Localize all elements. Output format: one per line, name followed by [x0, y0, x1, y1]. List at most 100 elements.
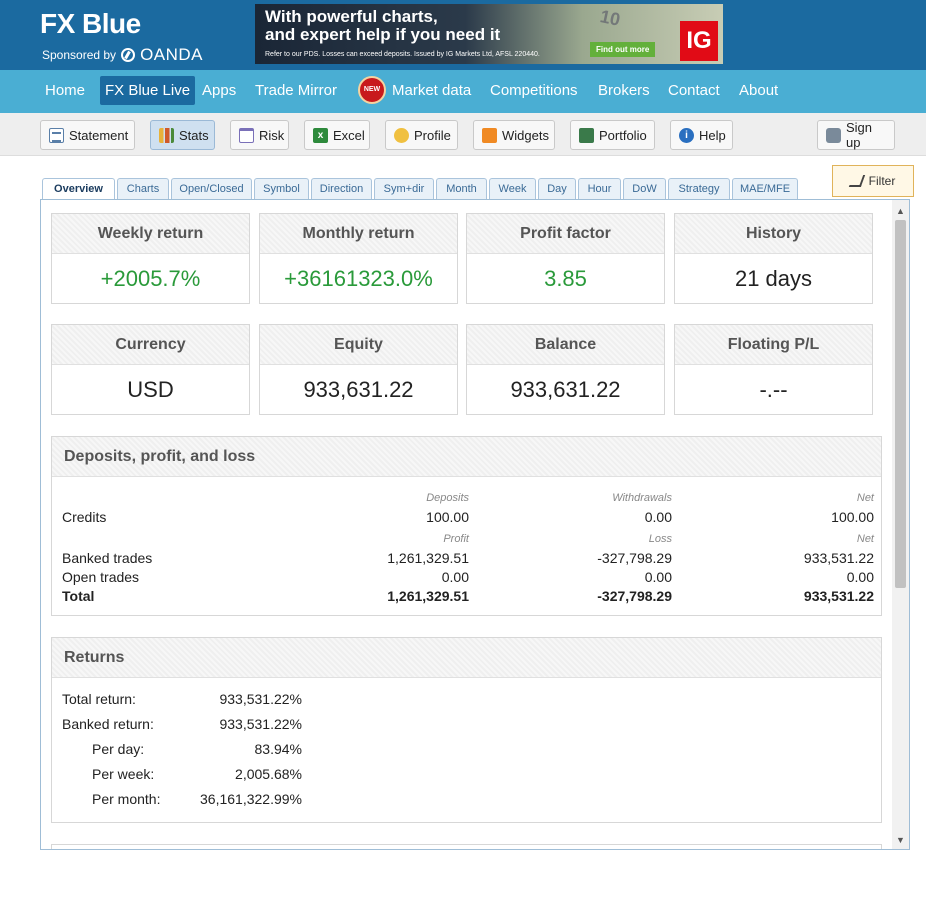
- tab-dow[interactable]: DoW: [623, 178, 666, 199]
- panel-title: Deposits, profit, and loss: [52, 437, 881, 477]
- net-header: Net: [856, 492, 874, 504]
- banner-headline-1: With powerful charts,: [265, 7, 438, 26]
- monthly-return-card: Monthly return +36161323.0%: [259, 213, 458, 304]
- signup-label: Sign up: [846, 120, 873, 150]
- stats-button[interactable]: Stats: [150, 120, 215, 150]
- card-value: -.--: [759, 377, 788, 402]
- card-label: Profit factor: [467, 214, 664, 254]
- trades-header-row: Profit Loss Net: [52, 533, 883, 552]
- statement-label: Statement: [69, 127, 129, 143]
- widgets-label: Widgets: [502, 127, 549, 143]
- signup-button[interactable]: Sign up: [817, 120, 895, 150]
- stats-label: Stats: [179, 127, 209, 143]
- deposits-profit-loss-panel: Deposits, profit, and loss Deposits With…: [51, 436, 882, 616]
- card-value: 933,631.22: [510, 377, 621, 402]
- nav-competitions[interactable]: Competitions: [490, 82, 578, 99]
- nav-apps[interactable]: Apps: [202, 82, 237, 99]
- nav-brokers[interactable]: Brokers: [598, 82, 650, 99]
- loss-header: Loss: [648, 533, 672, 545]
- card-label: Monthly return: [260, 214, 457, 254]
- help-button[interactable]: i Help: [670, 120, 733, 150]
- portfolio-button[interactable]: Portfolio: [570, 120, 655, 150]
- risk-icon: [239, 127, 254, 143]
- tab-month[interactable]: Month: [436, 178, 487, 199]
- withdrawals-header: Withdrawals: [612, 492, 672, 504]
- balance-card: Balance 933,631.22: [466, 324, 665, 415]
- tab-mae-mfe[interactable]: MAE/MFE: [732, 178, 798, 199]
- excel-button[interactable]: x Excel: [304, 120, 370, 150]
- card-label: Equity: [260, 325, 457, 365]
- withdrawals-value: 0.00: [644, 509, 672, 525]
- profit-header: Profit: [443, 533, 469, 545]
- risk-button[interactable]: Risk: [230, 120, 289, 150]
- history-card: History 21 days: [674, 213, 873, 304]
- nav-about[interactable]: About: [739, 82, 779, 99]
- stats-icon: [159, 127, 174, 143]
- tab-week[interactable]: Week: [489, 178, 536, 199]
- card-value: 3.85: [544, 266, 587, 291]
- profile-icon: [394, 127, 409, 143]
- card-label: Balance: [467, 325, 664, 365]
- card-value: 933,631.22: [303, 377, 414, 402]
- nav-trade-mirror[interactable]: Trade Mirror: [255, 82, 337, 99]
- tab-open-closed[interactable]: Open/Closed: [171, 178, 252, 199]
- open-trades-row: Open trades 0.00 0.00 0.00: [52, 569, 883, 588]
- portfolio-icon: [579, 127, 594, 143]
- statement-button[interactable]: Statement: [40, 120, 135, 150]
- total-row: Total 1,261,329.51 -327,798.29 933,531.2…: [52, 588, 883, 607]
- oanda-icon: [121, 48, 136, 62]
- fxblue-logo[interactable]: FX Blue: [40, 8, 141, 39]
- banner-headline-2: and expert help if you need it: [265, 25, 501, 44]
- tab-sym-dir[interactable]: Sym+dir: [374, 178, 434, 199]
- tab-charts[interactable]: Charts: [117, 178, 169, 199]
- profit-value: 1,261,329.51: [387, 550, 469, 566]
- ig-logo: IG: [680, 21, 718, 61]
- per-month-label: Per month:: [92, 791, 161, 807]
- tab-symbol[interactable]: Symbol: [254, 178, 309, 199]
- profile-label: Profile: [414, 127, 451, 143]
- tab-strategy[interactable]: Strategy: [668, 178, 730, 199]
- card-value: +36161323.0%: [284, 266, 433, 291]
- oanda-logo[interactable]: OANDA: [140, 45, 204, 64]
- tab-day[interactable]: Day: [538, 178, 576, 199]
- profit-factor-card: Profit factor 3.85: [466, 213, 665, 304]
- nav-fxblue-live[interactable]: FX Blue Live: [100, 76, 196, 105]
- help-icon: i: [679, 127, 694, 143]
- banked-return-label: Banked return:: [62, 716, 154, 732]
- ig-ad-banner[interactable]: 10 With powerful charts, and expert help…: [255, 4, 723, 64]
- scroll-down-arrow-icon[interactable]: ▼: [896, 835, 905, 845]
- scroll-up-arrow-icon[interactable]: ▲: [896, 206, 905, 216]
- per-day-value: 83.94%: [254, 741, 302, 757]
- risk-label: Risk: [259, 127, 285, 143]
- card-label: Currency: [52, 325, 249, 365]
- profile-button[interactable]: Profile: [385, 120, 458, 150]
- tab-direction[interactable]: Direction: [311, 178, 372, 199]
- next-panel-edge: [51, 844, 882, 849]
- net-value: 933,531.22: [803, 550, 874, 566]
- excel-icon: x: [313, 127, 328, 143]
- content-scrollbar[interactable]: ▲ ▼: [892, 200, 909, 849]
- widgets-button[interactable]: Widgets: [473, 120, 555, 150]
- banner-fine-print: Refer to our PDS. Losses can exceed depo…: [265, 51, 540, 58]
- banked-trades-row: Banked trades 1,261,329.51 -327,798.29 9…: [52, 550, 883, 569]
- total-return-value: 933,531.22%: [219, 691, 302, 707]
- nav-contact[interactable]: Contact: [668, 82, 720, 99]
- per-month-value: 36,161,322.99%: [200, 791, 302, 807]
- banner-find-out-more-button[interactable]: Find out more: [590, 42, 656, 57]
- card-value: +2005.7%: [100, 266, 201, 291]
- tab-overview[interactable]: Overview: [42, 178, 115, 200]
- row-label: Open trades: [62, 569, 140, 585]
- row-label: Banked trades: [62, 550, 153, 566]
- scroll-thumb[interactable]: [895, 220, 906, 588]
- profit-value: 1,261,329.51: [387, 588, 469, 604]
- filter-button[interactable]: Filter: [832, 165, 914, 197]
- tab-hour[interactable]: Hour: [578, 178, 621, 199]
- overview-content[interactable]: Weekly return +2005.7% Monthly return +3…: [40, 199, 910, 850]
- nav-market-data[interactable]: Market data: [392, 82, 472, 99]
- credits-header-row: Deposits Withdrawals Net: [52, 492, 883, 511]
- rss-icon: [482, 127, 497, 143]
- deposits-value: 100.00: [426, 509, 469, 525]
- per-day-label: Per day:: [92, 741, 145, 757]
- nav-home[interactable]: Home: [45, 82, 86, 99]
- profit-value: 0.00: [441, 569, 469, 585]
